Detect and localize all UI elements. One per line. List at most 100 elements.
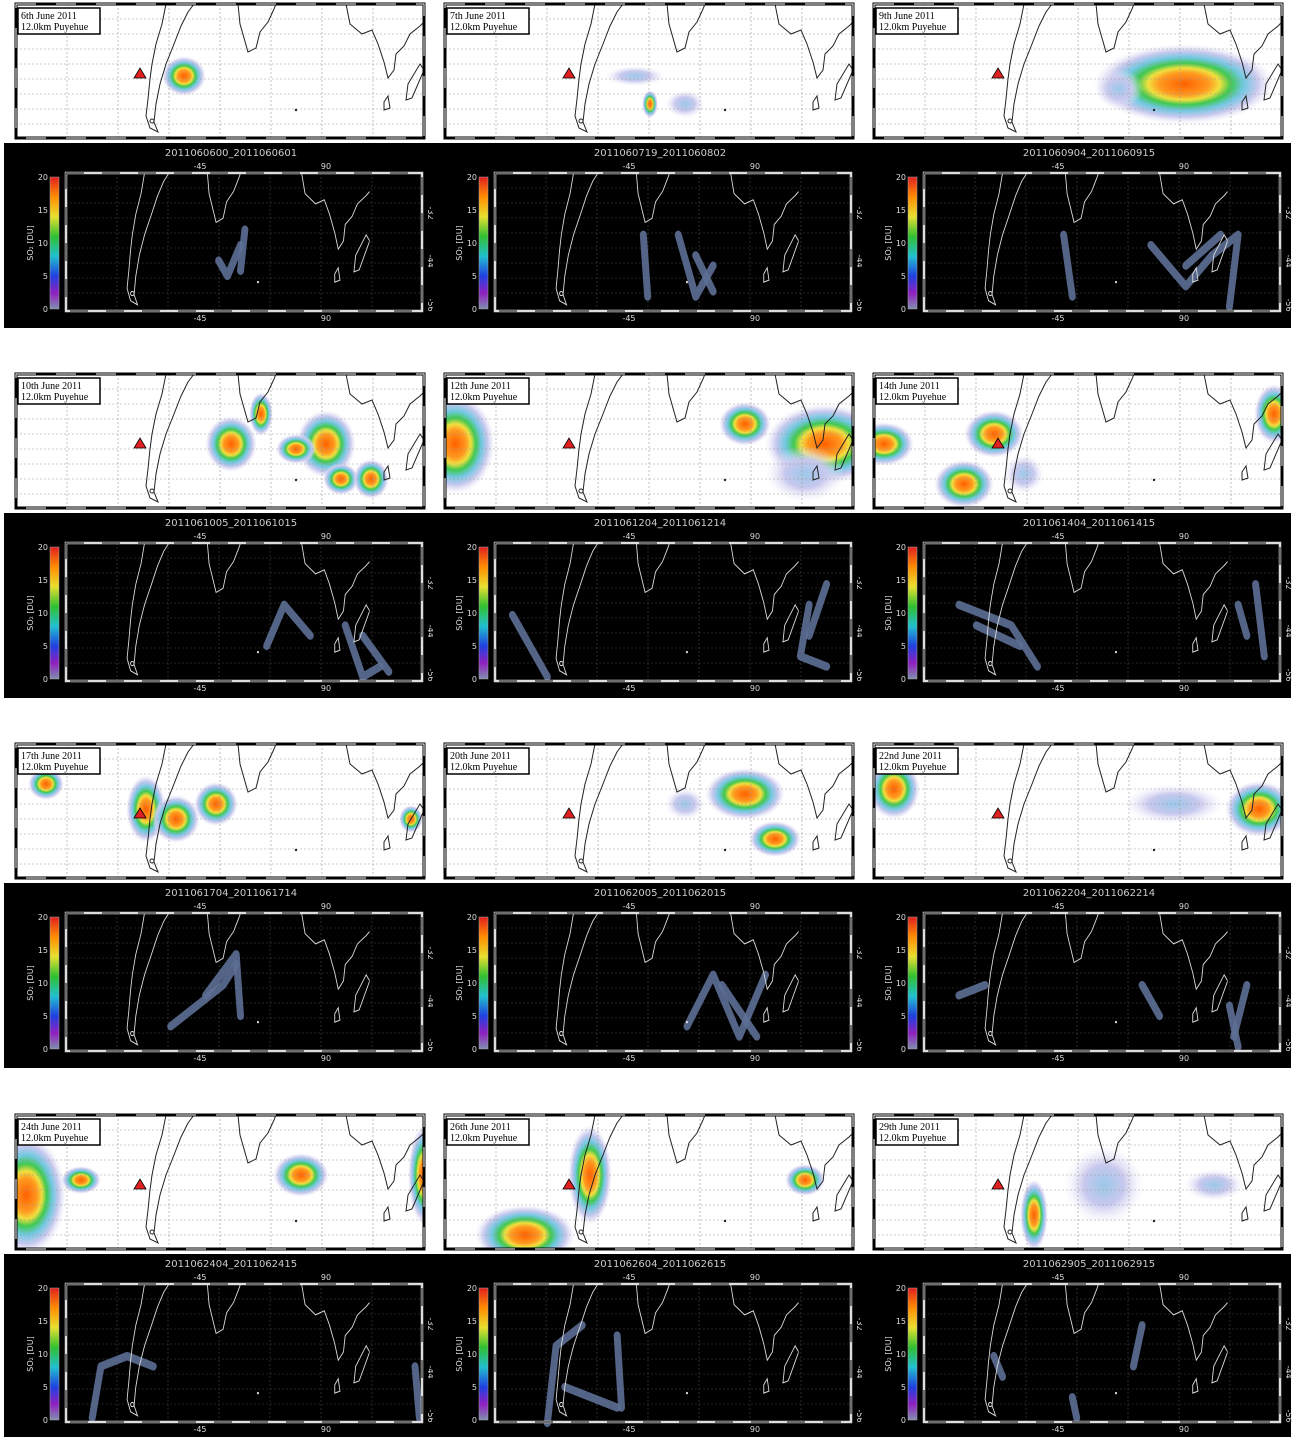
model-label: 12.0km Puyehue [879,392,947,403]
x-tick-label: -45 [193,314,206,323]
date-label: 10th June 2011 [21,381,82,392]
y-tick-label: -32 [426,206,435,219]
colorbar-tick: 20 [467,543,477,552]
x-tick-label: 90 [750,314,760,323]
map-content [874,374,1282,508]
y-tick-label: -56 [855,1038,864,1051]
x-tick-label: -45 [622,1054,635,1063]
colorbar-label: SO₂ [DU] [884,965,893,1000]
satellite-title: 2011061005_2011061015 [165,518,297,529]
x-tick-label: -45 [622,684,635,693]
colorbar-tick: 20 [467,1284,477,1293]
x-tick-label: 90 [750,532,760,541]
so2-trail [613,1331,626,1412]
map-frame-dash [15,373,425,509]
colorbar-tick: 10 [467,609,477,618]
y-tick-label: -44 [1284,1365,1293,1378]
satellite-panel [433,1254,862,1437]
colorbar-tick: 20 [38,543,48,552]
y-tick-label: -44 [855,254,864,267]
colorbar-tick: 15 [38,946,48,955]
satellite-panel [4,143,433,328]
colorbar-tick: 20 [896,173,906,182]
colorbar-label: SO₂ [DU] [455,225,464,260]
satellite-title: 2011061404_2011061415 [1023,518,1155,529]
so2-trail [543,1321,586,1428]
colorbar-tick: 15 [38,576,48,585]
y-tick-label: -32 [1284,576,1293,589]
plume [785,1164,825,1196]
colorbar-tick: 15 [896,1317,906,1326]
volcano [562,437,576,449]
sat-content [555,913,799,1046]
volcano [991,807,1005,819]
colorbar [49,916,60,1050]
plume [665,90,705,118]
sat-frame [493,171,853,313]
plume [1184,1169,1244,1201]
model-label: 12.0km Puyehue [879,1133,947,1144]
date-label: 22nd June 2011 [879,751,942,762]
satellite-panel [4,1254,433,1437]
plume [1095,69,1143,109]
colorbar-tick: 20 [467,913,477,922]
y-tick-label: -56 [1284,1038,1293,1051]
plume [205,416,257,472]
x-tick-label: -45 [193,532,206,541]
y-tick-label: -44 [855,1365,864,1378]
model-label: 12.0km Puyehue [879,22,947,33]
colorbar-tick: 5 [472,642,477,651]
y-tick-label: -32 [855,576,864,589]
map-frame-dash [444,373,854,509]
map-content [874,1115,1282,1249]
map-content [445,374,853,508]
colorbar-label: SO₂ [DU] [455,595,464,630]
y-tick-label: -32 [426,1317,435,1330]
colorbar [907,1287,918,1421]
sat-content [126,173,370,306]
colorbar-tick: 5 [472,272,477,281]
colorbar-tick: 15 [38,206,48,215]
sat-content [88,1284,423,1422]
map-content [874,4,1282,138]
colorbar-tick: 10 [896,1350,906,1359]
label-box [875,747,959,775]
volcano [133,437,147,449]
sat-content [126,913,370,1046]
x-tick-label: -45 [1051,684,1064,693]
colorbar-tick: 20 [896,1284,906,1293]
so2-trail [359,631,393,676]
colorbar-label: SO₂ [DU] [26,1336,35,1371]
satellite-title: 2011060600_2011060601 [165,148,297,159]
so2-trail [1147,230,1242,311]
map-frame-dash [444,3,854,139]
map-frame-dash [444,743,854,879]
y-tick-label: -44 [426,1365,435,1378]
so2-trail [411,1362,423,1422]
colorbar [907,176,918,310]
volcano [133,1178,147,1190]
x-tick-label: -45 [193,1425,206,1434]
colorbar [478,1287,489,1421]
so2-trail [561,1382,621,1412]
y-tick-label: -32 [1284,206,1293,219]
colorbar-tick: 15 [896,946,906,955]
satellite-title: 2011060719_2011060802 [594,148,726,159]
map-content [445,744,853,878]
so2-trail [1230,980,1251,1041]
sat-frame [493,541,853,683]
label-box [17,7,101,35]
x-tick-label: -45 [1051,162,1064,171]
colorbar [49,176,60,310]
colorbar-label: SO₂ [DU] [884,1336,893,1371]
colorbar-label: SO₂ [DU] [884,225,893,260]
colorbar-tick: 0 [43,675,48,684]
colorbar [49,1287,60,1421]
map-frame-dash [873,3,1283,139]
date-label: 29th June 2011 [879,1122,940,1133]
